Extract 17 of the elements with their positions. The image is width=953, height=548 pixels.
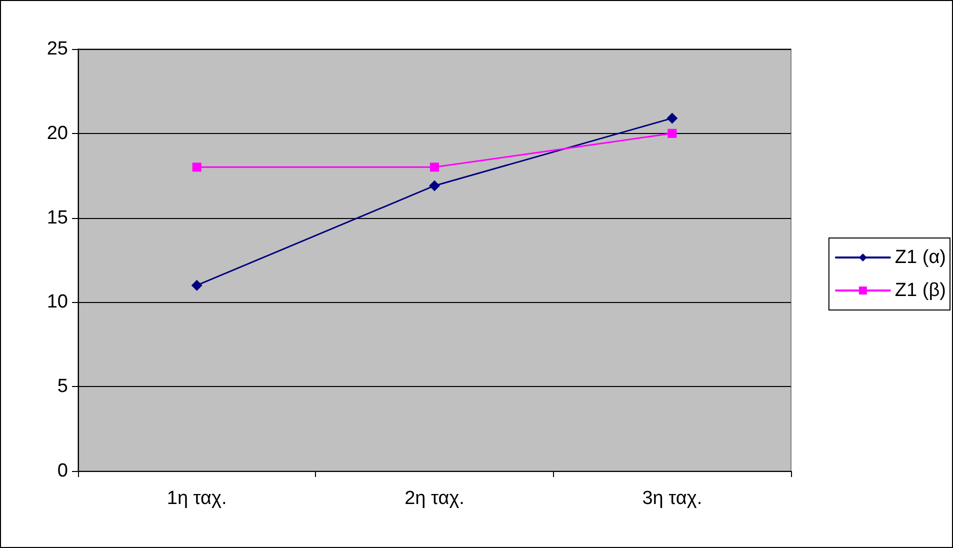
y-tick-label: 15 — [46, 207, 68, 228]
y-tick-label: 20 — [46, 122, 68, 144]
x-tick-label: 1η ταχ. — [166, 488, 227, 509]
x-tick-label: 3η ταχ. — [642, 488, 702, 509]
point — [191, 280, 202, 291]
legend-label: Z1 (β) — [894, 280, 946, 301]
legend-label: Z1 (α) — [894, 247, 946, 268]
point — [429, 180, 440, 192]
point — [430, 162, 439, 172]
y-tick-label: 5 — [57, 376, 68, 398]
y-tick-label: 0 — [57, 460, 68, 482]
point — [192, 162, 202, 172]
point — [668, 128, 677, 138]
y-tick-label: 25 — [46, 38, 68, 60]
y-tick-label: 10 — [46, 292, 68, 313]
x-tick-label: 2η ταχ. — [404, 488, 464, 509]
point — [666, 112, 678, 124]
